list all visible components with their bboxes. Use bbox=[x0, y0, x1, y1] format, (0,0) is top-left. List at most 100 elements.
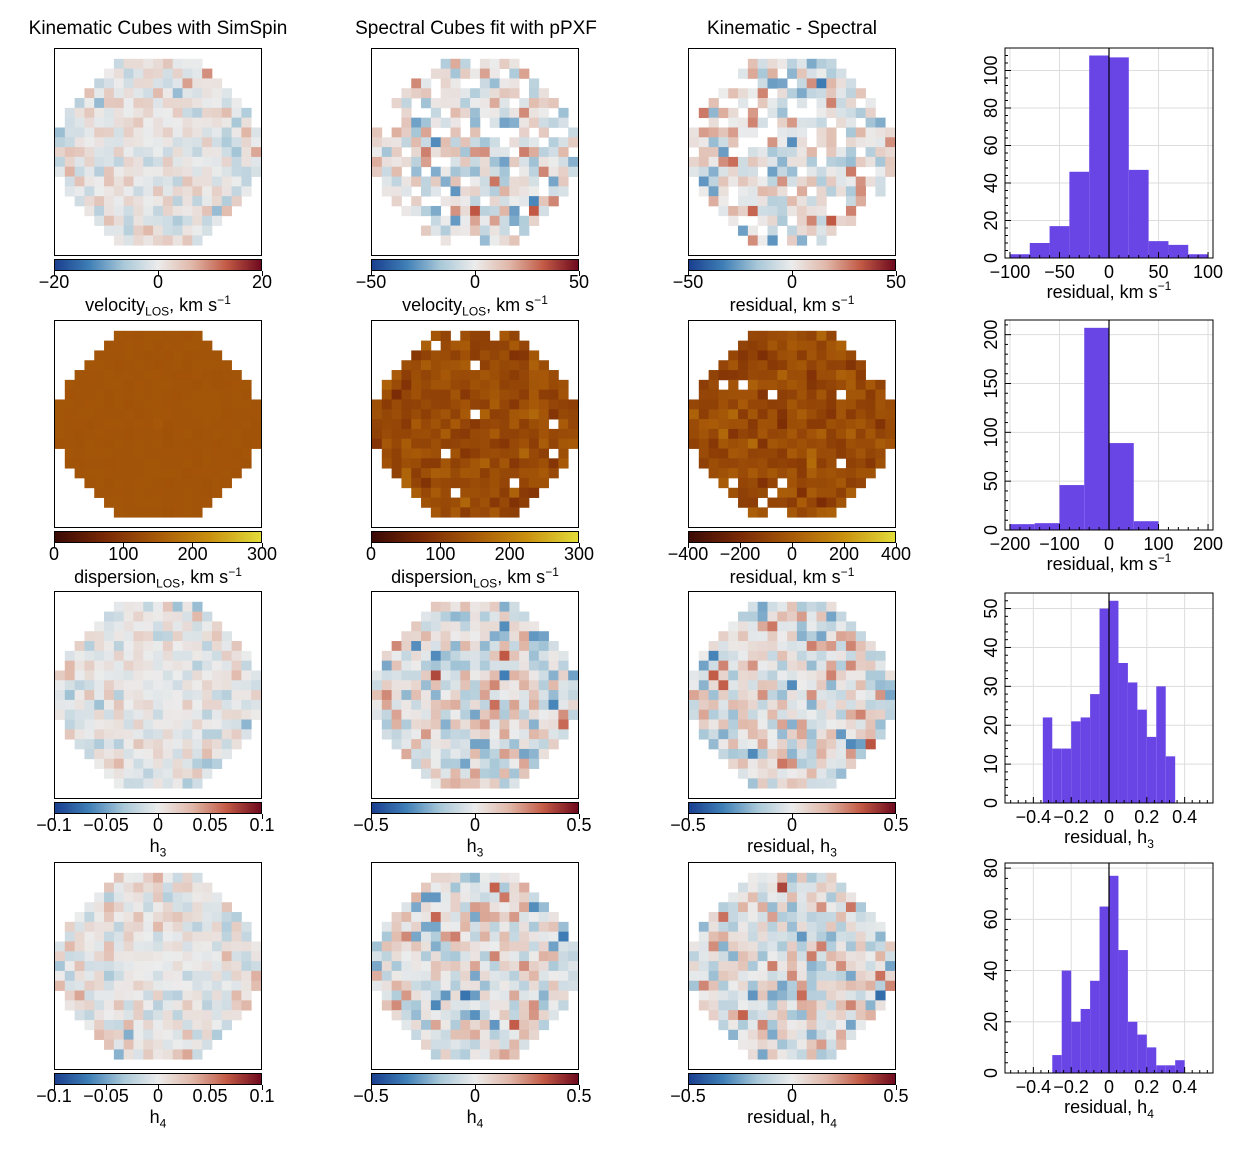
map-pixel bbox=[221, 205, 232, 217]
map-pixel bbox=[836, 980, 847, 991]
map-pixel bbox=[777, 768, 788, 779]
map-pixel bbox=[450, 768, 461, 779]
map-pixel bbox=[94, 477, 105, 489]
map-pixel bbox=[421, 78, 432, 89]
map-pixel bbox=[182, 892, 193, 903]
map-pixel bbox=[153, 458, 164, 469]
map-pixel bbox=[241, 670, 252, 681]
map-pixel bbox=[182, 448, 193, 459]
map-pixel bbox=[865, 468, 876, 479]
map-pixel bbox=[94, 215, 105, 226]
map-pixel bbox=[787, 882, 798, 893]
map-pixel bbox=[479, 931, 491, 942]
map-pixel bbox=[796, 448, 808, 459]
map-pixel bbox=[836, 409, 847, 420]
map-pixel bbox=[440, 912, 451, 923]
map-pixel bbox=[845, 690, 857, 701]
map-pixel bbox=[381, 458, 393, 469]
map-pixel bbox=[865, 156, 876, 168]
map-pixel bbox=[182, 205, 193, 217]
map-pixel bbox=[738, 419, 749, 430]
colorbar-tick bbox=[192, 543, 194, 548]
y-tick-label: 0 bbox=[981, 525, 1001, 535]
map-pixel bbox=[519, 487, 530, 498]
map-pixel bbox=[528, 196, 540, 207]
map-pixel bbox=[836, 892, 847, 903]
map-pixel bbox=[816, 438, 827, 449]
map-pixel bbox=[202, 107, 213, 119]
map-pixel bbox=[777, 921, 788, 933]
map-pixel bbox=[689, 980, 700, 991]
map-pixel bbox=[162, 117, 174, 128]
map-pixel bbox=[143, 419, 154, 430]
map-pixel bbox=[806, 477, 817, 489]
map-pixel bbox=[718, 748, 729, 760]
histogram-bar bbox=[1109, 600, 1119, 803]
map-pixel bbox=[401, 137, 412, 148]
map-pixel bbox=[123, 389, 134, 400]
map-pixel bbox=[767, 631, 778, 642]
map-pixel bbox=[231, 166, 242, 177]
map-pixel bbox=[192, 58, 203, 70]
map-pixel bbox=[826, 58, 837, 70]
map-pixel bbox=[865, 409, 876, 420]
map-pixel bbox=[450, 1000, 461, 1011]
map-pixel bbox=[747, 497, 759, 508]
map-pixel bbox=[708, 1000, 719, 1011]
map-pixel bbox=[123, 739, 134, 750]
map-pixel bbox=[816, 729, 827, 740]
colorbar-label: dispersionLOS, km s−1 bbox=[391, 565, 559, 591]
map-pixel bbox=[74, 107, 85, 119]
map-pixel bbox=[528, 477, 540, 489]
x-axis-label: residual, h4 bbox=[1064, 1097, 1154, 1121]
map-pixel bbox=[440, 980, 451, 991]
map-pixel bbox=[84, 748, 95, 760]
map-pixel bbox=[192, 235, 203, 246]
map-pixel bbox=[767, 137, 778, 148]
map-pixel bbox=[708, 127, 719, 138]
map-pixel bbox=[845, 98, 857, 109]
map-pixel bbox=[221, 902, 232, 913]
map-pixel bbox=[528, 941, 540, 952]
map-pixel bbox=[708, 419, 719, 430]
map-pixel bbox=[738, 739, 749, 750]
map-pixel bbox=[509, 892, 520, 903]
map-pixel bbox=[202, 921, 213, 933]
map-pixel bbox=[767, 931, 778, 942]
map-pixel bbox=[202, 419, 213, 430]
map-pixel bbox=[74, 117, 85, 128]
map-pixel bbox=[865, 670, 876, 681]
map-pixel bbox=[231, 117, 242, 128]
map-pixel bbox=[548, 680, 559, 691]
map-pixel bbox=[411, 117, 422, 128]
map-pixel bbox=[738, 186, 749, 197]
y-tick-label: 0 bbox=[981, 1068, 1001, 1078]
map-pixel bbox=[816, 758, 827, 769]
map-pixel bbox=[391, 941, 402, 952]
map-pixel bbox=[787, 1039, 798, 1050]
map-pixel bbox=[489, 340, 500, 351]
map-pixel bbox=[391, 428, 402, 440]
map-pixel bbox=[708, 98, 719, 109]
map-pixel bbox=[747, 768, 759, 779]
map-pixel bbox=[192, 729, 203, 740]
map-pixel bbox=[211, 719, 223, 730]
map-pixel bbox=[133, 186, 144, 197]
map-pixel bbox=[548, 176, 559, 187]
map-pixel bbox=[806, 872, 817, 884]
x-tick-label: 200 bbox=[1193, 534, 1223, 554]
map-pixel bbox=[479, 680, 491, 691]
map-pixel bbox=[826, 340, 837, 351]
map-pixel bbox=[202, 1039, 213, 1050]
map-pixel bbox=[143, 1010, 154, 1021]
map-pixel bbox=[519, 961, 530, 972]
map-pixel bbox=[767, 225, 778, 236]
map-pixel bbox=[698, 458, 710, 469]
map-pixel bbox=[211, 739, 223, 750]
map-pixel bbox=[689, 961, 700, 972]
map-pixel bbox=[479, 58, 491, 70]
map-pixel bbox=[747, 205, 759, 217]
map-pixel bbox=[836, 990, 847, 1001]
map-pixel bbox=[104, 748, 115, 760]
map-pixel bbox=[796, 137, 808, 148]
